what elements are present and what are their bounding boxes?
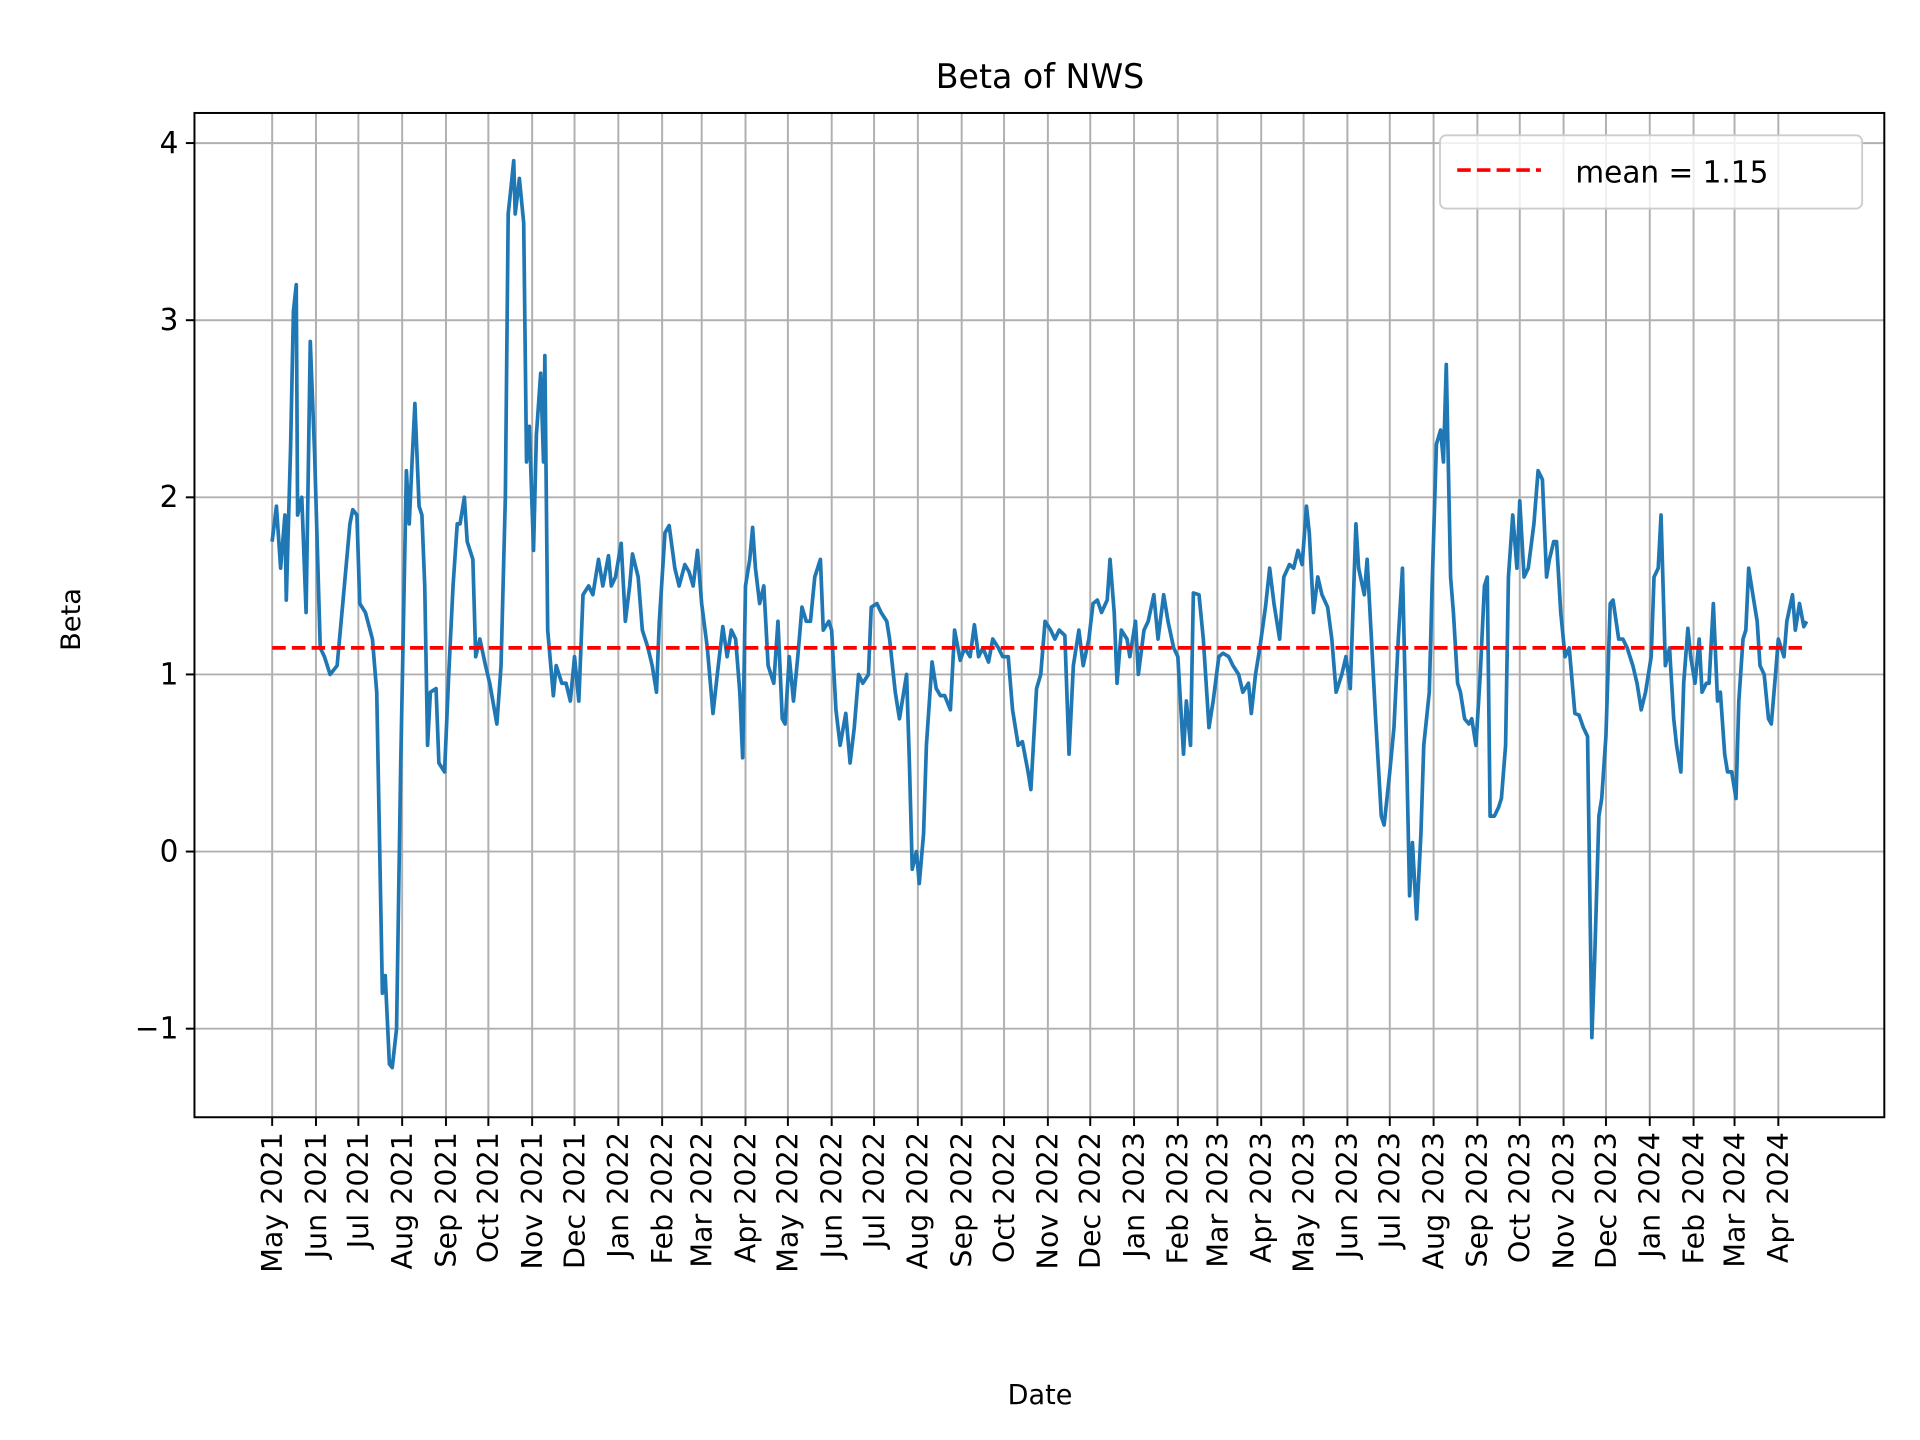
x-tick-label: Aug 2022 [902, 1132, 935, 1269]
x-tick-label: Jul 2023 [1374, 1132, 1407, 1250]
legend: mean = 1.15 [1439, 134, 1864, 210]
x-tick-label: Aug 2021 [386, 1132, 419, 1269]
axes-frame [193, 111, 1886, 1119]
x-tick-label: May 2023 [1288, 1132, 1321, 1273]
x-tick-label: Sep 2021 [430, 1132, 463, 1267]
x-tick-label: Mar 2024 [1718, 1132, 1751, 1267]
x-tick-label: Jan 2022 [602, 1132, 635, 1260]
x-tick-label: Oct 2022 [988, 1132, 1021, 1263]
x-tick-label: Jul 2021 [342, 1132, 375, 1250]
y-tick-label: 3 [160, 302, 179, 337]
x-tick-label: May 2022 [772, 1132, 805, 1273]
x-tick-label: Dec 2022 [1074, 1132, 1107, 1269]
y-axis-label: Beta [56, 588, 87, 651]
x-tick-label: Jun 2023 [1331, 1132, 1364, 1260]
x-tick-label: Mar 2022 [686, 1132, 719, 1267]
y-tick-label: 0 [160, 833, 179, 868]
x-tick-label: Mar 2023 [1201, 1132, 1234, 1267]
x-tick-label: Sep 2022 [946, 1132, 979, 1267]
y-axis: −1 0 1 2 3 4 [135, 125, 195, 1046]
x-tick-label: Jun 2022 [816, 1132, 849, 1260]
x-tick-label: Jan 2024 [1634, 1132, 1667, 1260]
y-tick-label: −1 [135, 1010, 179, 1045]
x-tick-label: Dec 2021 [558, 1132, 591, 1269]
x-tick-label: Feb 2024 [1678, 1132, 1711, 1264]
x-tick-label: May 2021 [256, 1132, 289, 1273]
x-tick-label: Feb 2023 [1162, 1132, 1195, 1264]
legend-mean-label: mean = 1.15 [1575, 154, 1768, 189]
x-tick-label: Apr 2022 [729, 1132, 762, 1263]
x-tick-label: Jul 2022 [858, 1132, 891, 1250]
x-tick-label: Aug 2023 [1418, 1132, 1451, 1269]
x-axis-label: Date [1008, 1380, 1073, 1411]
y-tick-label: 2 [160, 479, 179, 514]
chart-title: Beta of NWS [936, 57, 1145, 96]
x-tick-label: Nov 2021 [516, 1132, 549, 1269]
x-axis: May 2021 Jun 2021 Jul 2021 Aug 2021 Sep 2021… [256, 1117, 1795, 1273]
legend-box [1439, 134, 1864, 210]
x-tick-label: Jan 2023 [1118, 1132, 1151, 1260]
beta-series-line [270, 158, 1809, 1070]
x-tick-label: Sep 2023 [1461, 1132, 1494, 1267]
plot-marks [270, 158, 1809, 1070]
x-tick-label: Oct 2021 [472, 1132, 505, 1263]
x-tick-label: Nov 2023 [1548, 1132, 1581, 1269]
y-tick-label: 1 [160, 656, 179, 691]
x-tick-label: Apr 2023 [1245, 1132, 1278, 1263]
x-tick-label: Apr 2024 [1762, 1132, 1795, 1263]
x-tick-label: Jun 2021 [300, 1132, 333, 1260]
x-tick-label: Oct 2023 [1504, 1132, 1537, 1263]
x-tick-label: Nov 2022 [1032, 1132, 1065, 1269]
y-tick-label: 4 [160, 125, 179, 160]
x-tick-label: Dec 2023 [1590, 1132, 1623, 1269]
x-tick-label: Feb 2022 [646, 1132, 679, 1264]
